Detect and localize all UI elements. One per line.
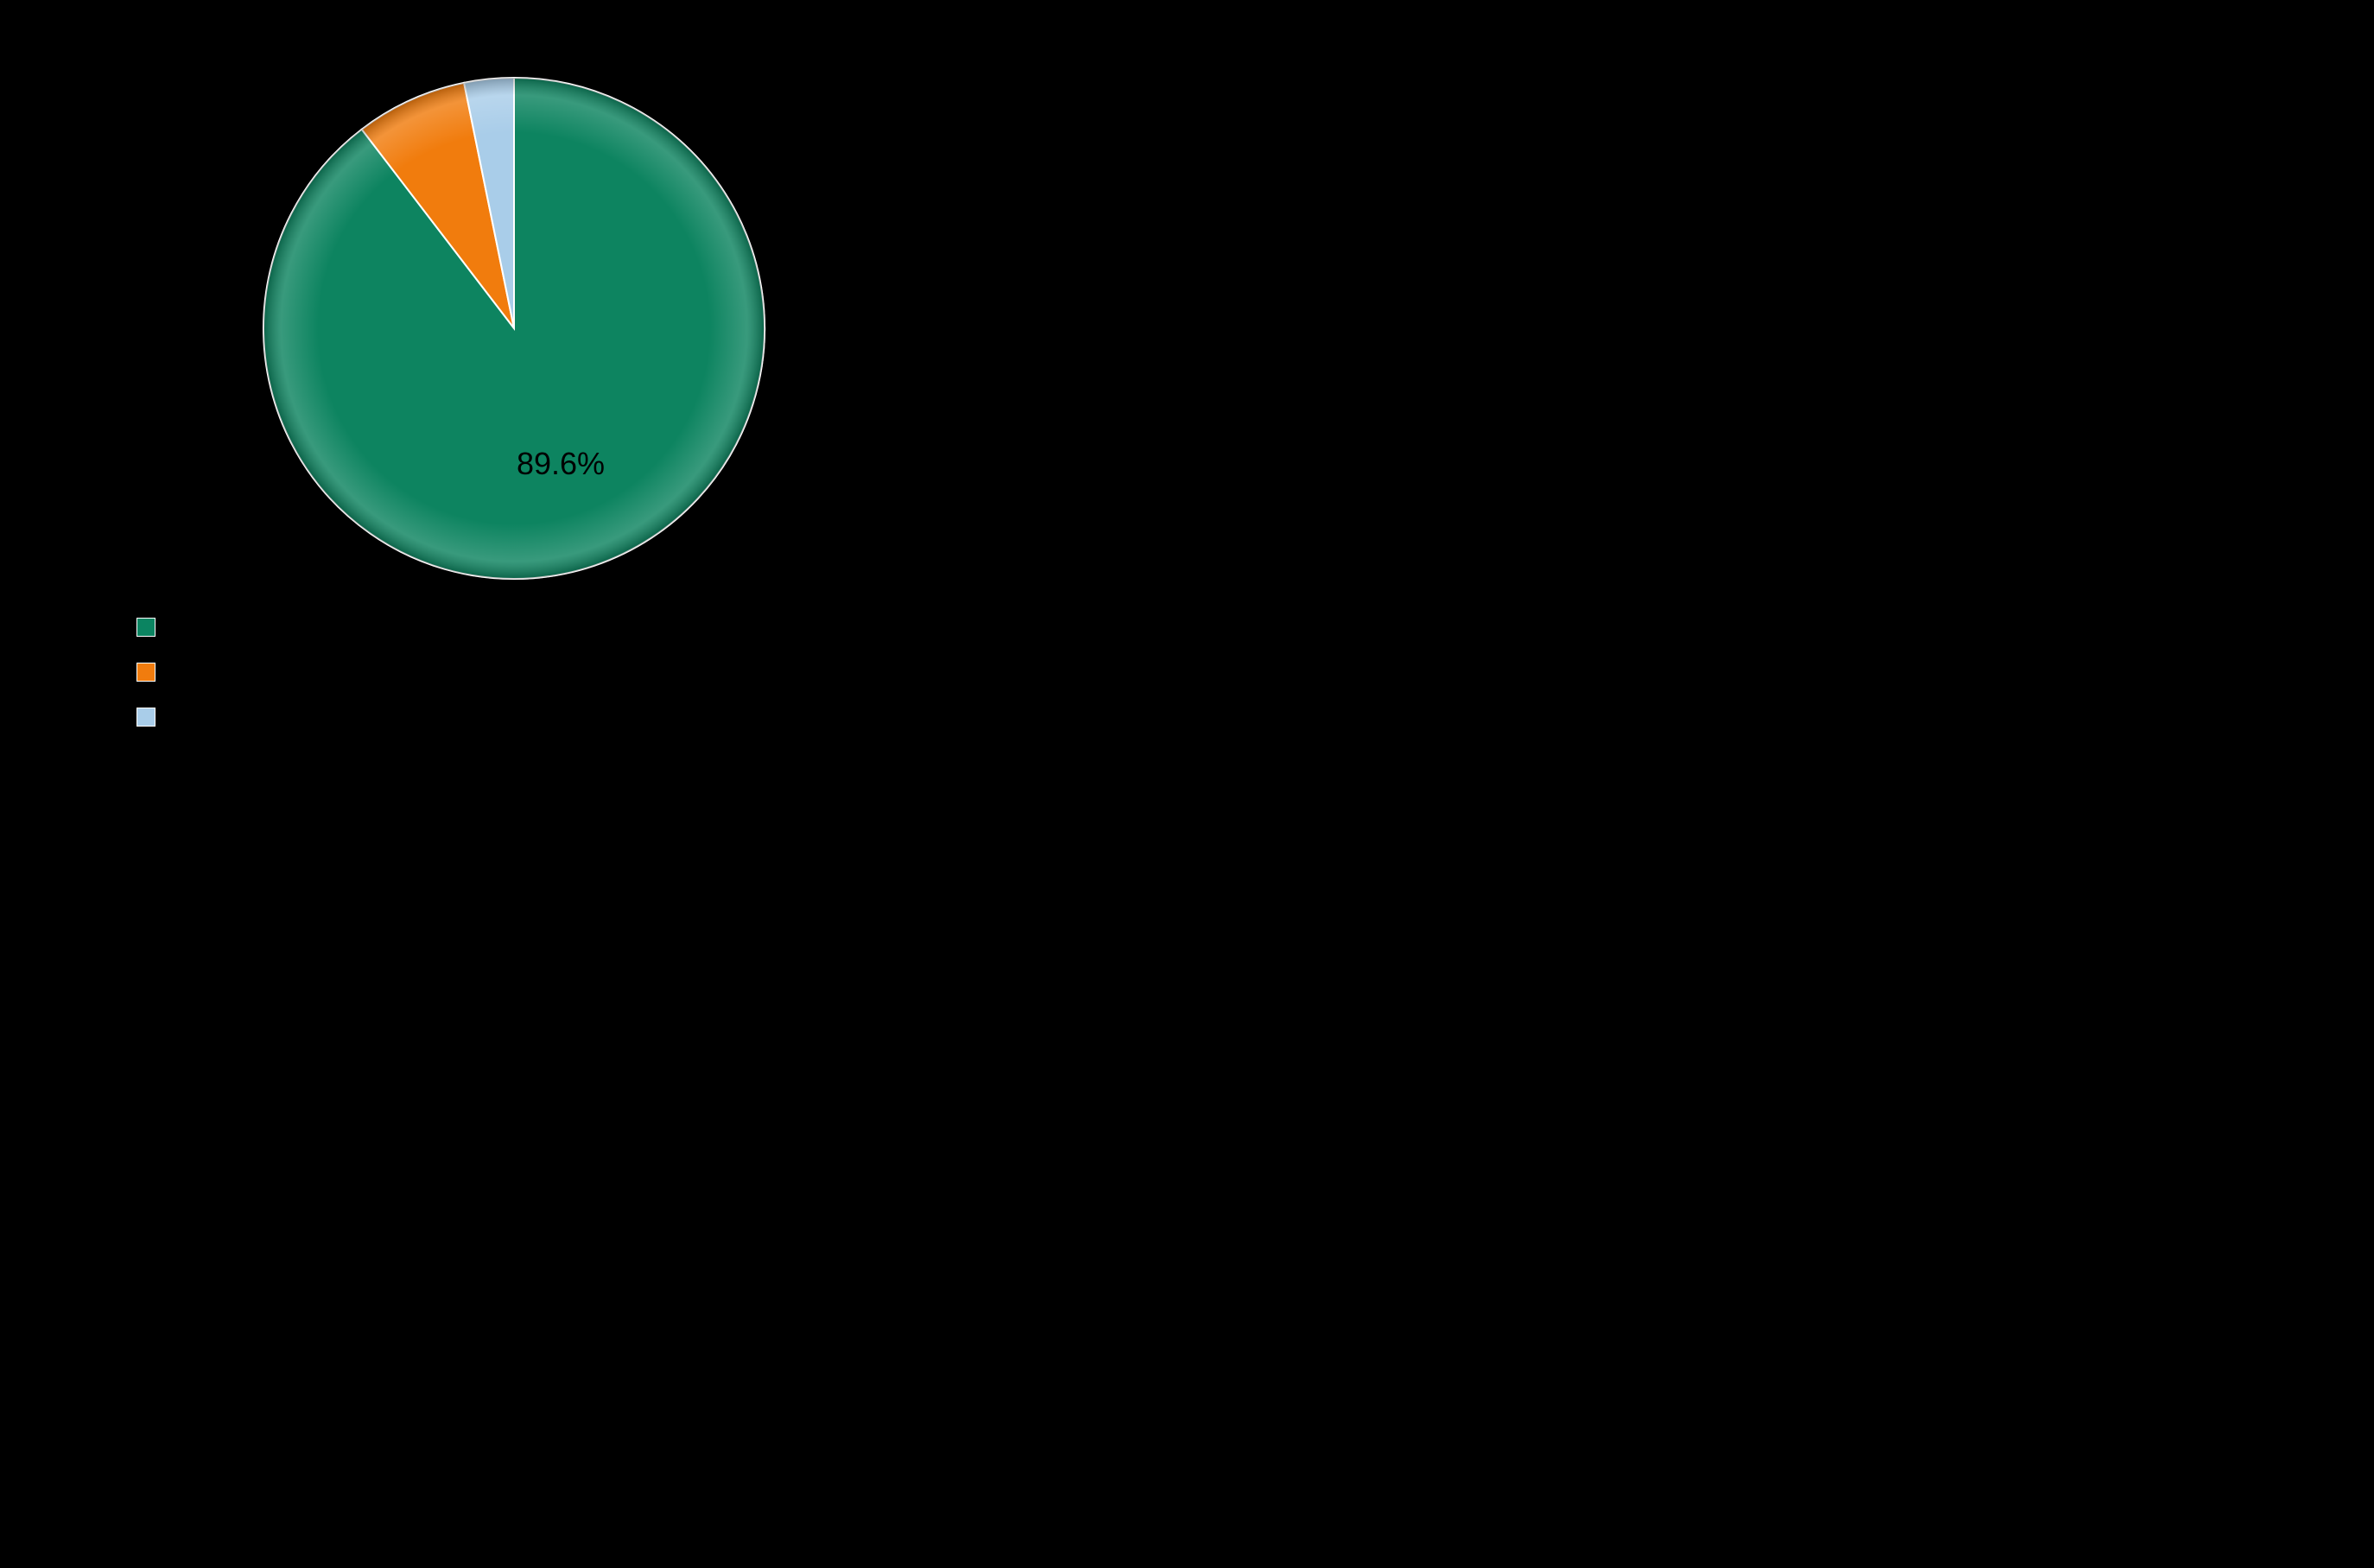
pie-svg: 89.6%: [238, 52, 790, 605]
pie-chart: 89.6%: [238, 52, 790, 605]
legend-a-swatch: [136, 618, 156, 637]
legend-a: [136, 618, 156, 637]
legend-c: [136, 708, 156, 727]
legend-b: [136, 663, 156, 682]
chart-stage: 89.6%: [0, 0, 1187, 784]
legend: [136, 618, 156, 727]
slice-a-label: 89.6%: [517, 446, 605, 481]
legend-b-swatch: [136, 663, 156, 682]
legend-c-swatch: [136, 708, 156, 727]
